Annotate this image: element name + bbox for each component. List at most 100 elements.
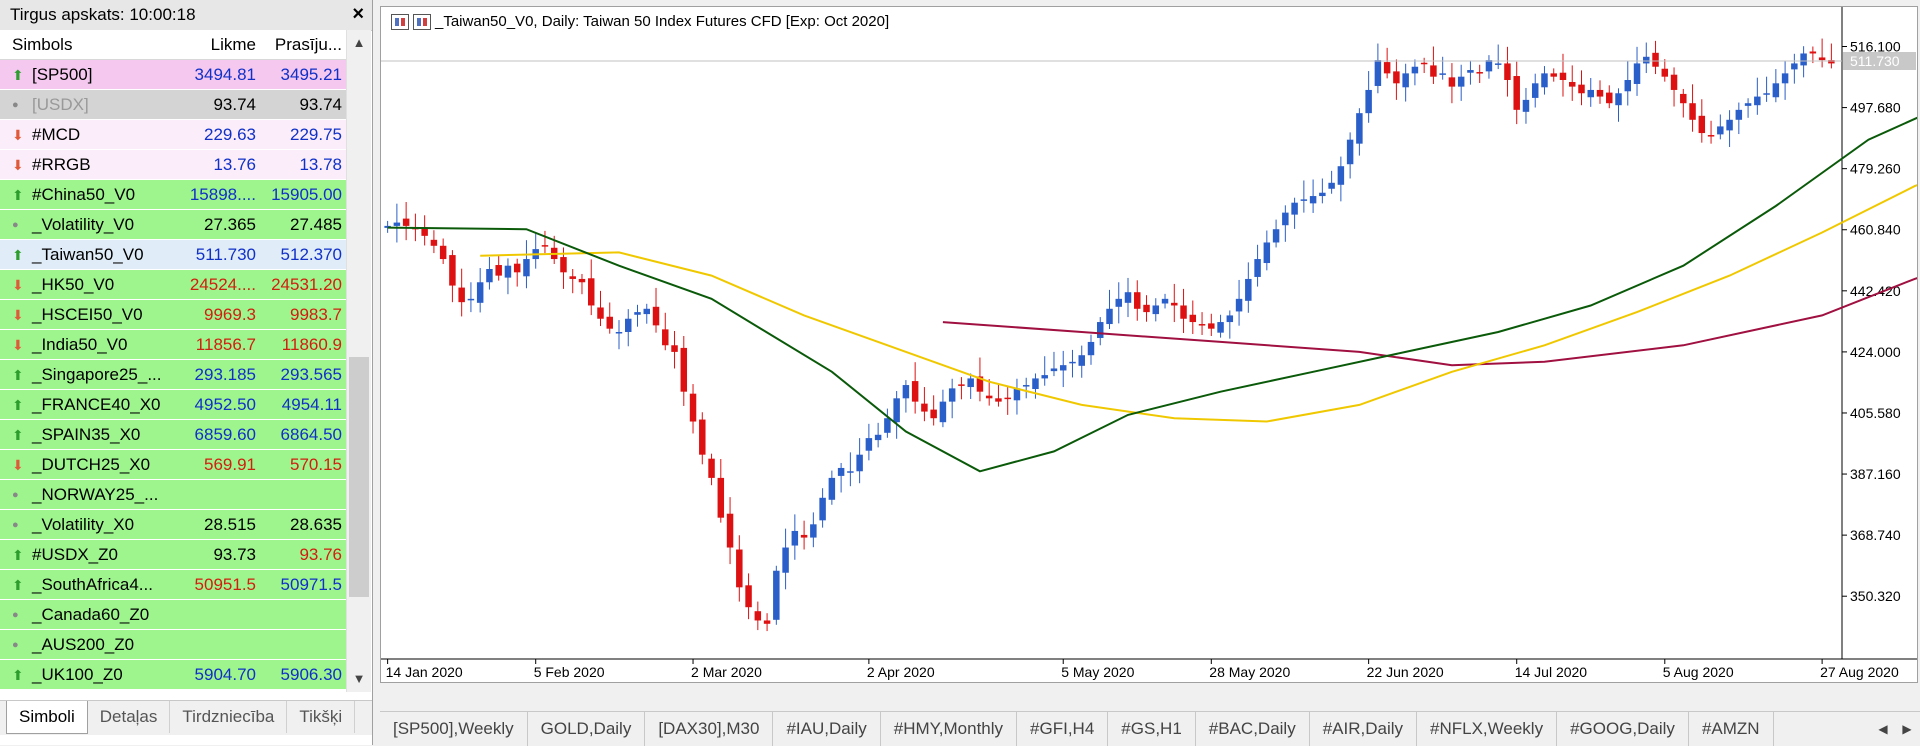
symbol-row[interactable]: ⬆ _SPAIN35_X0 6859.60 6864.50 xyxy=(0,420,346,450)
symbol-name: [USDX] xyxy=(32,94,89,114)
scroll-up-icon[interactable]: ▲ xyxy=(352,35,366,50)
scrollbar-thumb[interactable] xyxy=(349,357,369,597)
symbol-row[interactable]: ● _NORWAY25_... xyxy=(0,480,346,510)
symbol-row[interactable]: ⬆ [SP500] 3494.81 3495.21 xyxy=(0,60,346,90)
symbol-row[interactable]: ● _Canada60_Z0 xyxy=(0,600,346,630)
candle-body xyxy=(1356,113,1363,144)
candle-body xyxy=(1531,83,1539,98)
column-ask[interactable]: Prasīju... xyxy=(274,35,342,54)
symbol-row[interactable]: ⬆ _Taiwan50_V0 511.730 512.370 xyxy=(0,240,346,270)
price-chart[interactable]: 516.100 497.680 479.260 460.840 442.420 424.0… xyxy=(381,7,1917,682)
chart-tab[interactable]: #HMY,Monthly xyxy=(881,712,1018,746)
x-tick-label: 5 May 2020 xyxy=(1061,664,1134,680)
panel-tab[interactable]: Tirdzniecība xyxy=(170,701,288,733)
chart-tab[interactable]: #AMZN xyxy=(1689,712,1774,746)
candle-body xyxy=(662,329,669,346)
panel-tab[interactable]: Detaļas xyxy=(88,701,171,733)
arrow-down-icon: ⬇ xyxy=(12,336,24,353)
current-price-label-bg xyxy=(1843,52,1916,71)
arrow-up-icon: ⬆ xyxy=(12,66,24,83)
symbol-row[interactable]: ⬆ _FRANCE40_X0 4952.50 4954.11 xyxy=(0,390,346,420)
chart-tab[interactable]: #GFI,H4 xyxy=(1017,712,1109,746)
candle-body xyxy=(763,620,771,624)
chart-title-text: _Taiwan50_V0, Daily: Taiwan 50 Index Fut… xyxy=(435,13,890,30)
chart-tab[interactable]: #BAC,Daily xyxy=(1196,712,1310,746)
chart-tab[interactable]: [DAX30],M30 xyxy=(645,712,774,746)
chart-window[interactable]: 516.100 497.680 479.260 460.840 442.420 424.0… xyxy=(380,6,1918,683)
chart-tab[interactable]: #GS,H1 xyxy=(1108,712,1196,746)
chart-tab[interactable]: #IAU,Daily xyxy=(773,712,881,746)
market-watch-title: Tirgus apskats: 10:00:18 xyxy=(10,5,196,24)
candle-body xyxy=(587,278,595,306)
symbol-name: _FRANCE40_X0 xyxy=(32,394,161,414)
symbol-cell: ⬇ _HK50_V0 xyxy=(0,270,172,300)
symbol-row[interactable]: ● _Volatility_V0 27.365 27.485 xyxy=(0,210,346,240)
symbol-row[interactable]: ⬇ _India50_V0 11856.7 11860.9 xyxy=(0,330,346,360)
tab-scroll-right-icon[interactable]: ▶ xyxy=(1902,722,1912,736)
neutral-dot-icon: ● xyxy=(12,98,19,111)
candle-body xyxy=(1115,298,1122,307)
symbol-cell: ⬆ _SPAIN35_X0 xyxy=(0,420,172,450)
candle-body xyxy=(1022,385,1030,387)
chart-tab[interactable]: #NFLX,Weekly xyxy=(1417,712,1558,746)
panel-tab[interactable]: Tikšķi xyxy=(287,701,356,733)
symbol-row[interactable]: ● [USDX] 93.74 93.74 xyxy=(0,90,346,120)
symbol-row[interactable]: ⬇ #MCD 229.63 229.75 xyxy=(0,120,346,150)
candle-body xyxy=(1430,65,1437,77)
chart-tab[interactable]: #AIR,Daily xyxy=(1310,712,1418,746)
chart-window-icon xyxy=(391,13,409,30)
candle-body xyxy=(671,345,678,352)
candle-body xyxy=(1393,71,1400,84)
candle-body xyxy=(1328,182,1335,189)
arrow-up-icon: ⬆ xyxy=(12,426,24,443)
bid-value: 9969.3 xyxy=(204,304,256,324)
symbol-name: _NORWAY25_... xyxy=(32,484,159,504)
symbol-cell: ⬆ _Singapore25_... xyxy=(0,360,172,390)
symbol-row[interactable]: ⬆ _UK100_Z0 5904.70 5906.30 xyxy=(0,660,346,690)
symbol-row[interactable]: ⬇ #RRGB 13.76 13.78 xyxy=(0,150,346,180)
candle-body xyxy=(1161,298,1169,304)
symbol-row[interactable]: ⬇ _HK50_V0 24524.... 24531.20 xyxy=(0,270,346,300)
symbol-row[interactable]: ⬆ #USDX_Z0 93.73 93.76 xyxy=(0,540,346,570)
chart-tab[interactable]: #GOOG,Daily xyxy=(1557,712,1689,746)
candle-body xyxy=(1800,53,1807,66)
candle-body xyxy=(634,312,641,315)
arrow-up-icon: ⬆ xyxy=(12,366,24,383)
candle-body xyxy=(1698,115,1706,134)
column-bid[interactable]: Likme xyxy=(210,35,256,54)
candle-body xyxy=(652,306,660,326)
candle-body xyxy=(967,378,974,388)
ask-value: 13.78 xyxy=(299,154,342,174)
candle-body xyxy=(1208,323,1215,329)
symbol-row[interactable]: ⬆ #China50_V0 15898.... 15905.00 xyxy=(0,180,346,210)
close-icon[interactable]: × xyxy=(352,3,364,25)
panel-tab[interactable]: Simboli xyxy=(6,701,88,734)
candle-body xyxy=(1633,63,1641,84)
candle-body xyxy=(1726,119,1733,131)
symbol-row[interactable]: ⬇ _DUTCH25_X0 569.91 570.15 xyxy=(0,450,346,480)
symbol-row[interactable]: ⬇ _HSCEI50_V0 9969.3 9983.7 xyxy=(0,300,346,330)
candle-body xyxy=(430,239,438,246)
x-tick-label: 28 May 2020 xyxy=(1209,664,1290,680)
chart-tab[interactable]: GOLD,Daily xyxy=(528,712,646,746)
candle-body xyxy=(1226,315,1234,323)
symbol-row[interactable]: ● _Volatility_X0 28.515 28.635 xyxy=(0,510,346,540)
symbol-row[interactable]: ● _AUS200_Z0 xyxy=(0,630,346,660)
candle-body xyxy=(1411,66,1419,74)
candle-body xyxy=(1670,74,1678,90)
y-tick-label: 368.740 xyxy=(1850,527,1901,543)
ask-value: 27.485 xyxy=(290,214,342,234)
tab-scroll-left-icon[interactable]: ◀ xyxy=(1878,722,1888,736)
ask-value: 570.15 xyxy=(290,454,342,474)
column-symbol[interactable]: Simbols xyxy=(12,35,73,54)
scroll-down-icon[interactable]: ▼ xyxy=(352,671,366,686)
symbol-name: #RRGB xyxy=(32,154,91,174)
candle-body xyxy=(1513,76,1520,110)
chart-tab[interactable]: [SP500],Weekly xyxy=(380,712,528,746)
symbol-row[interactable]: ⬆ _Singapore25_... 293.185 293.565 xyxy=(0,360,346,390)
candle-body xyxy=(782,547,789,573)
arrow-up-icon: ⬆ xyxy=(12,546,24,563)
market-watch-scrollbar[interactable]: ▲ ▼ xyxy=(346,30,371,692)
symbol-row[interactable]: ⬆ _SouthAfrica4... 50951.5 50971.5 xyxy=(0,570,346,600)
candle-body xyxy=(948,388,956,402)
